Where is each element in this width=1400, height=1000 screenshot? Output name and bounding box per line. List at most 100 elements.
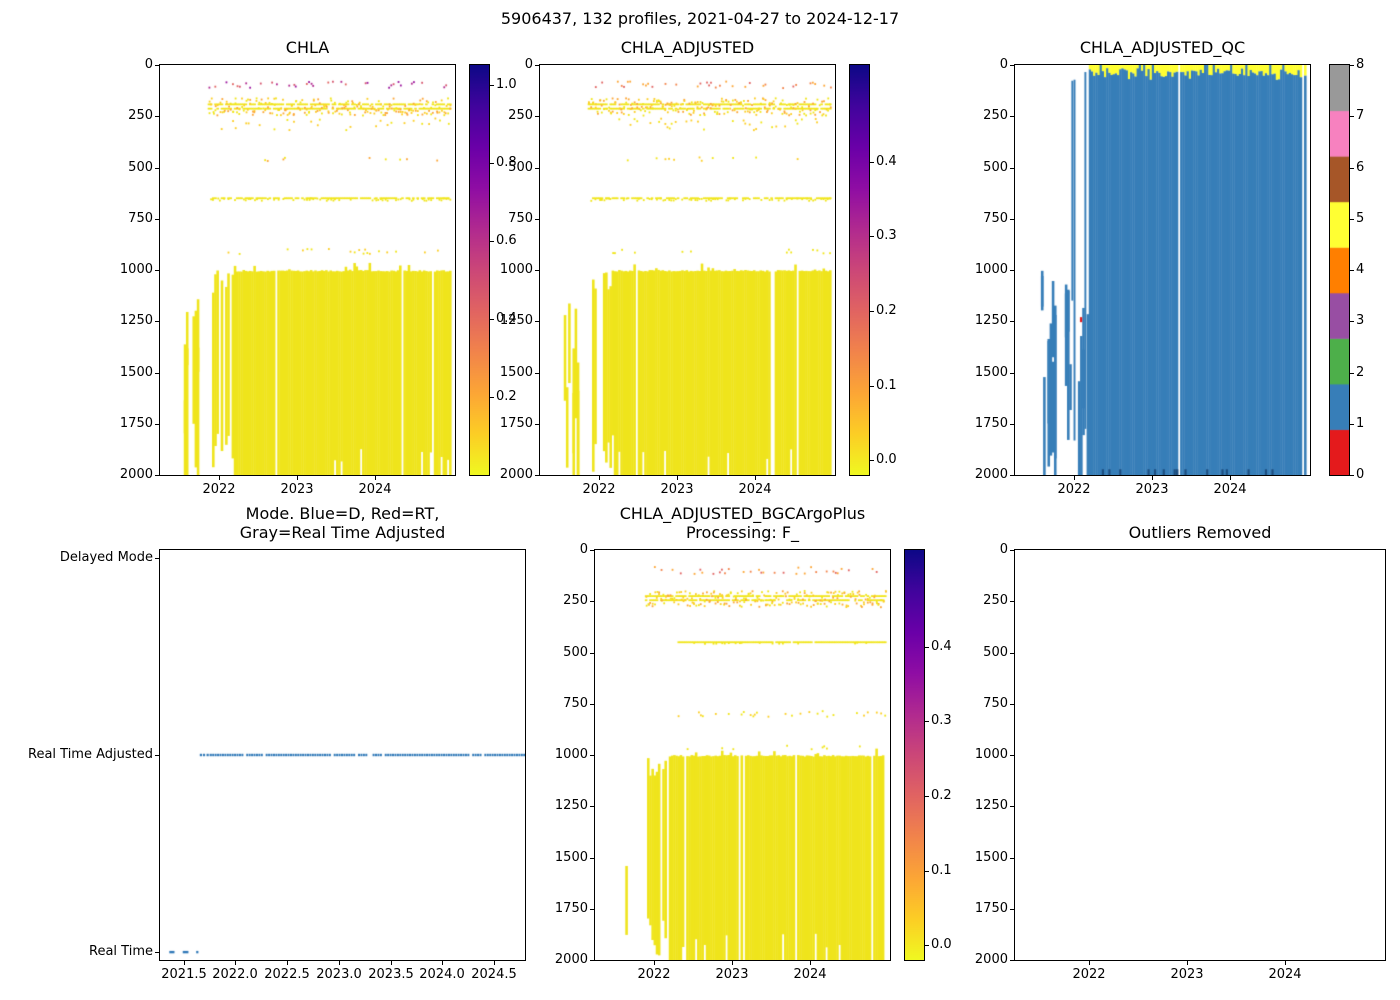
y-tick-label: 1500 xyxy=(499,365,533,380)
figure-title: 5906437, 132 profiles, 2021-04-27 to 202… xyxy=(500,9,900,28)
y-tick-label: 750 xyxy=(128,211,153,226)
colorbar-canvas-chla xyxy=(470,65,489,475)
subplot-title-chla-adjusted: CHLA_ADJUSTED xyxy=(620,38,755,57)
axis-tick xyxy=(1010,550,1014,551)
colorbar-tick-label: 0.1 xyxy=(931,863,952,878)
axis-tick xyxy=(590,858,594,859)
colorbar-tick-label: 0.2 xyxy=(496,389,517,404)
axis-tick xyxy=(1350,219,1354,220)
axis-tick xyxy=(184,961,185,965)
axis-tick xyxy=(1010,168,1014,169)
y-tick-label: 250 xyxy=(563,593,588,608)
plot-area-mode xyxy=(159,549,526,961)
y-tick-label: 2000 xyxy=(554,952,588,967)
axis-tick xyxy=(1010,321,1014,322)
x-tick-label: 2022.5 xyxy=(264,967,310,982)
axis-tick xyxy=(155,424,159,425)
axis-tick xyxy=(599,476,600,480)
x-tick-label: 2023.0 xyxy=(316,967,362,982)
y-tick-label: 500 xyxy=(983,645,1008,660)
colorbar-tick-label: 5 xyxy=(1356,211,1365,226)
y-tick-label: 500 xyxy=(563,645,588,660)
y-tick-label: 1000 xyxy=(119,262,153,277)
axis-tick xyxy=(155,168,159,169)
axis-tick xyxy=(1010,653,1014,654)
plot-area-bgc xyxy=(594,549,891,961)
x-tick-label: 2022 xyxy=(637,967,671,982)
x-tick-label: 2022 xyxy=(582,482,616,497)
axis-tick xyxy=(155,219,159,220)
colorbar-tick-label: 6 xyxy=(1356,160,1365,175)
axis-tick xyxy=(155,755,159,756)
axis-tick xyxy=(925,796,929,797)
colorbar-tick-label: 0.4 xyxy=(931,639,952,654)
axis-tick xyxy=(870,386,874,387)
y-tick-label: 750 xyxy=(983,696,1008,711)
y-tick-label: 1000 xyxy=(974,747,1008,762)
y-tick-label: 250 xyxy=(508,108,533,123)
axis-tick xyxy=(1010,960,1014,961)
axis-tick xyxy=(155,270,159,271)
y-tick-label: Delayed Mode xyxy=(59,550,153,565)
axis-tick xyxy=(1350,168,1354,169)
axis-tick xyxy=(870,162,874,163)
axis-tick xyxy=(1074,476,1075,480)
axis-tick xyxy=(677,476,678,480)
colorbar-canvas-chla_adjusted xyxy=(850,65,869,475)
y-tick-label: 1250 xyxy=(974,313,1008,328)
colorbar-tick-label: 7 xyxy=(1356,108,1365,123)
axis-tick xyxy=(1010,373,1014,374)
colorbar-tick-label: 0.4 xyxy=(496,311,517,326)
plot-area-chla_adjusted_qc xyxy=(1014,64,1311,476)
axis-tick xyxy=(1285,961,1286,965)
y-tick-label: 750 xyxy=(563,696,588,711)
axis-tick xyxy=(155,952,159,953)
axis-tick xyxy=(1010,270,1014,271)
plot-area-outliers xyxy=(1014,549,1386,961)
axis-tick xyxy=(590,653,594,654)
y-tick-label: 1750 xyxy=(119,416,153,431)
colorbar-canvas-bgc xyxy=(905,550,924,960)
axis-tick xyxy=(1010,424,1014,425)
y-tick-label: 250 xyxy=(983,593,1008,608)
axis-tick xyxy=(925,721,929,722)
subplot-title-mode: Mode. Blue=D, Red=RT, Gray=Real Time Adj… xyxy=(239,504,446,542)
axis-tick xyxy=(870,236,874,237)
axis-tick xyxy=(1010,909,1014,910)
axis-tick xyxy=(590,550,594,551)
axis-tick xyxy=(1010,704,1014,705)
axis-tick xyxy=(590,704,594,705)
axis-tick xyxy=(590,960,594,961)
x-tick-label: 2022 xyxy=(1057,482,1091,497)
y-tick-label: 500 xyxy=(508,160,533,175)
axis-tick xyxy=(1350,65,1354,66)
y-tick-label: 750 xyxy=(508,211,533,226)
axis-tick xyxy=(535,373,539,374)
axis-tick xyxy=(297,476,298,480)
y-tick-label: Real Time Adjusted xyxy=(28,747,153,762)
axis-tick xyxy=(1350,424,1354,425)
colorbar-tick-label: 0.8 xyxy=(496,155,517,170)
axis-tick xyxy=(535,168,539,169)
axis-tick xyxy=(339,961,340,965)
x-tick-label: 2023 xyxy=(1135,482,1169,497)
colorbar-tick-label: 0.1 xyxy=(876,378,897,393)
axis-tick xyxy=(535,65,539,66)
axis-tick xyxy=(155,116,159,117)
axis-tick xyxy=(535,219,539,220)
axis-tick xyxy=(535,424,539,425)
y-tick-label: 1750 xyxy=(499,416,533,431)
y-tick-label: 250 xyxy=(128,108,153,123)
axis-tick xyxy=(490,319,494,320)
x-tick-label: 2023 xyxy=(715,967,749,982)
axis-tick xyxy=(1010,116,1014,117)
plot-area-chla xyxy=(159,64,456,476)
axis-tick xyxy=(590,755,594,756)
colorbar-tick-label: 0.2 xyxy=(931,788,952,803)
axis-tick xyxy=(1350,116,1354,117)
x-tick-label: 2024 xyxy=(1213,482,1247,497)
y-tick-label: 2000 xyxy=(119,467,153,482)
x-tick-label: 2023 xyxy=(280,482,314,497)
colorbar-tick-label: 0.0 xyxy=(876,452,897,467)
